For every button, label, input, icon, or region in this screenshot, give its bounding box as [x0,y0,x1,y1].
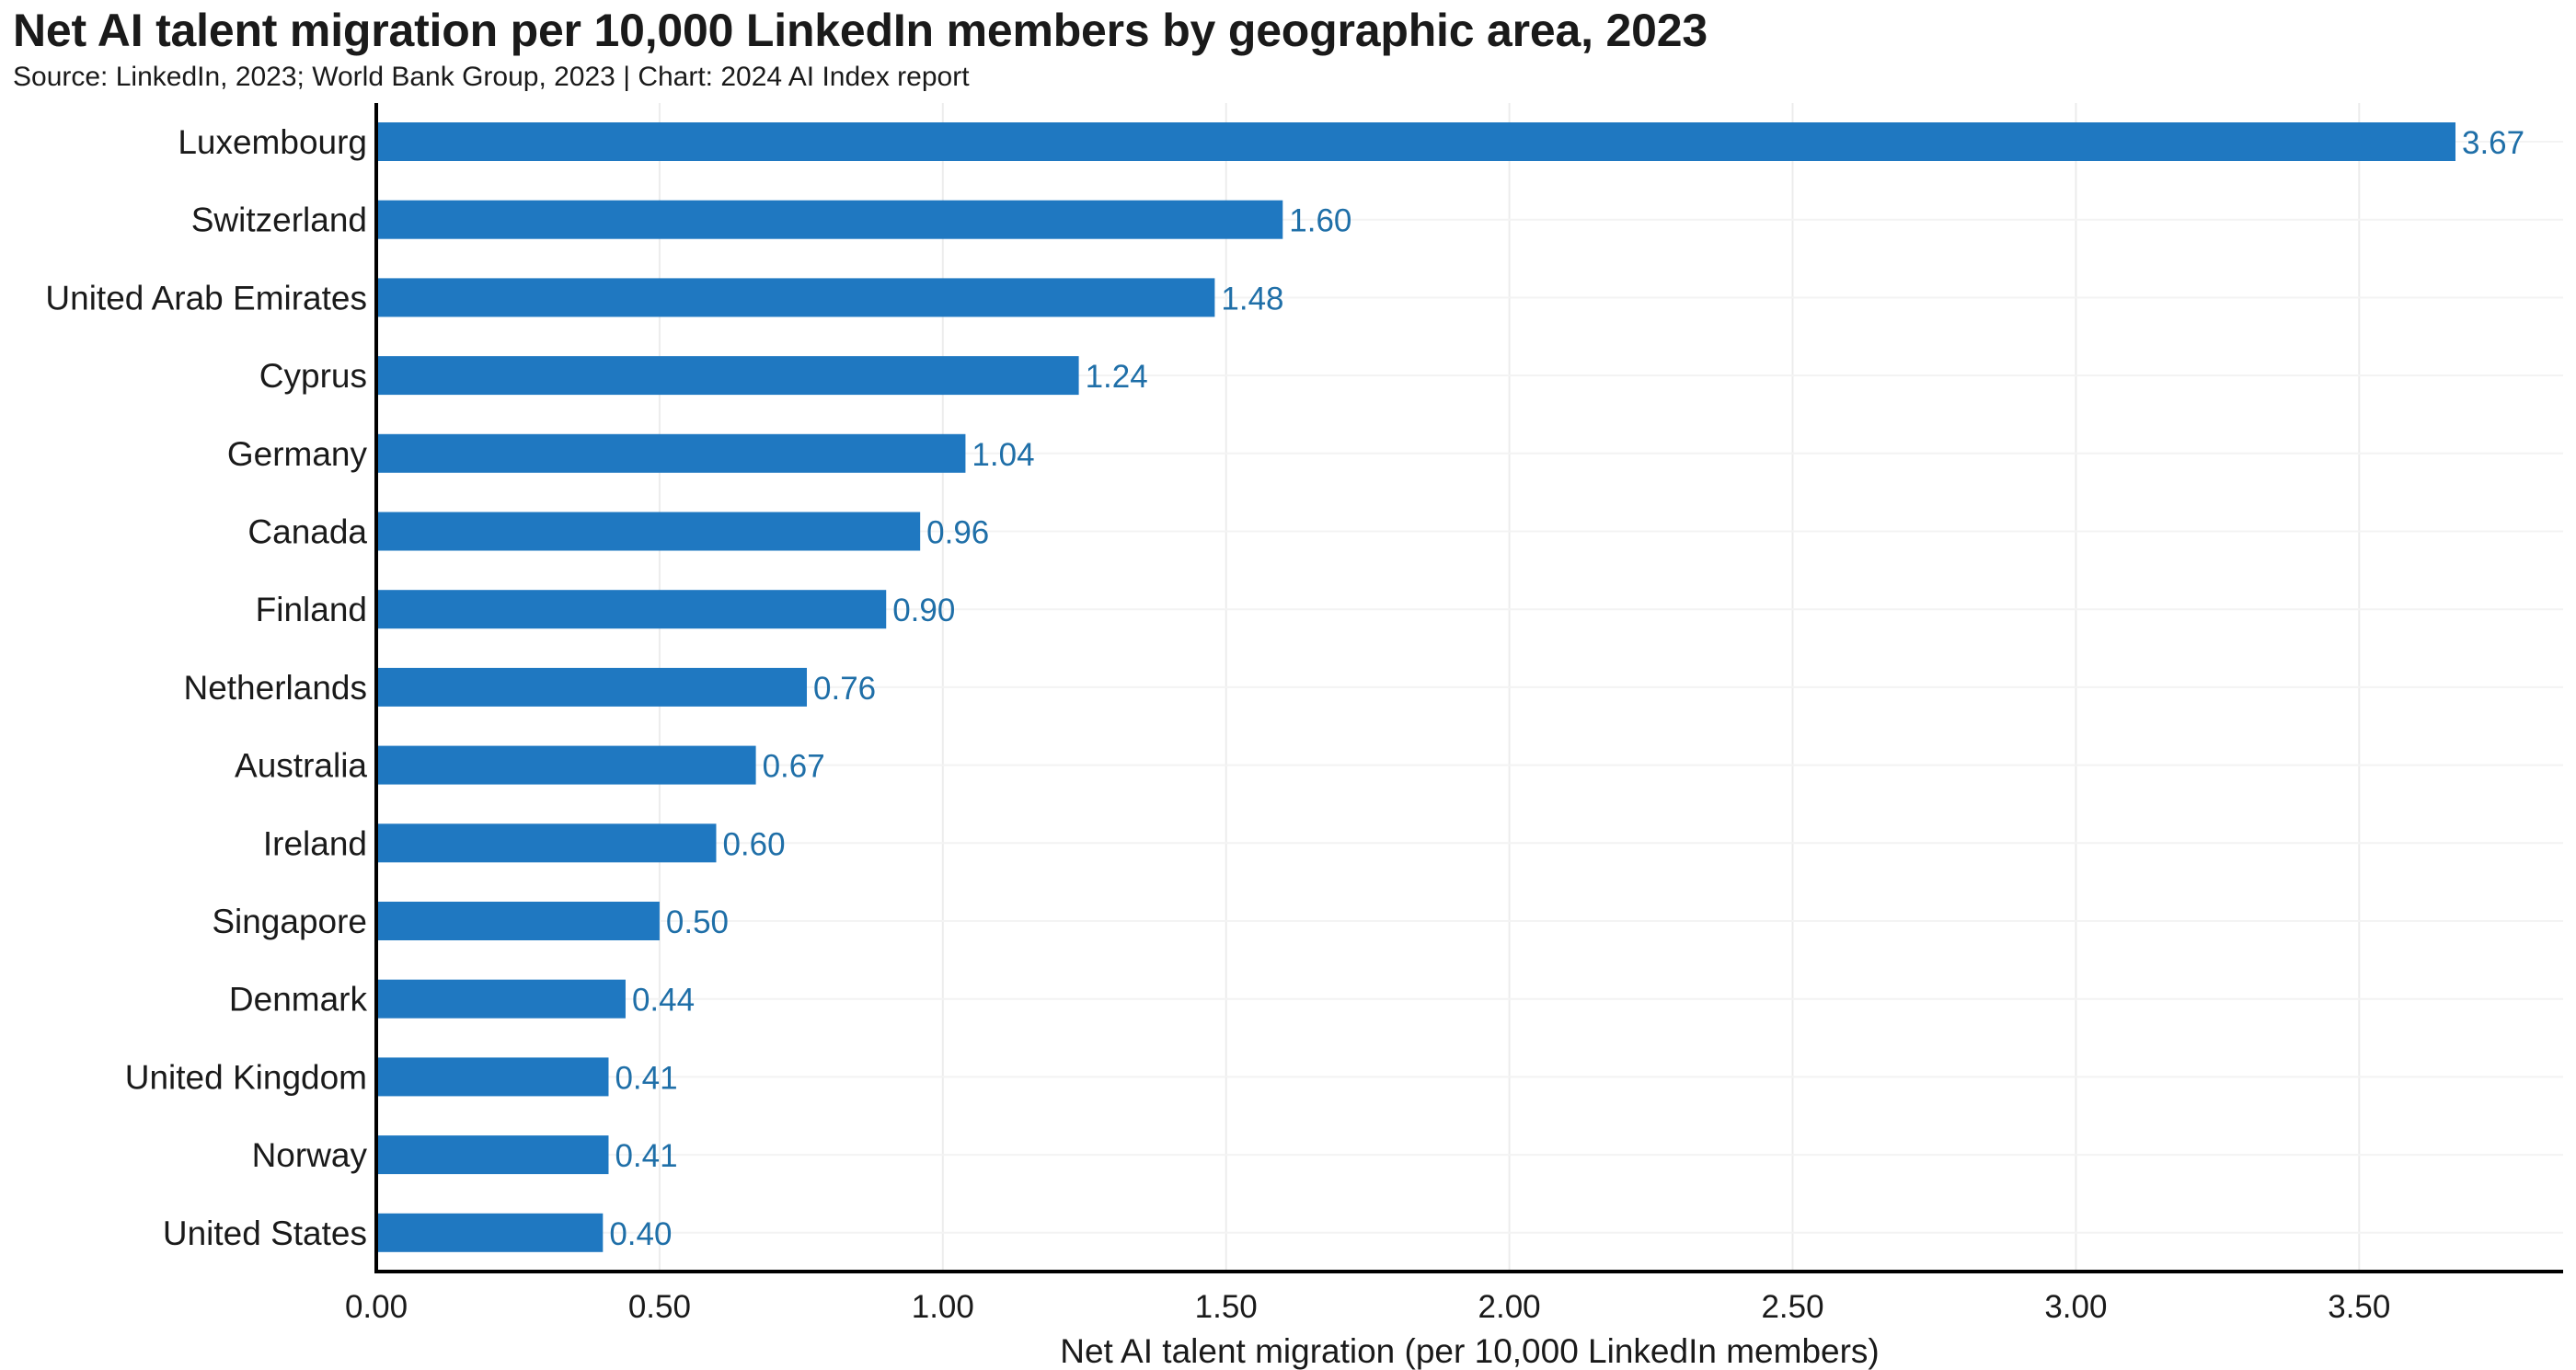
category-label: Denmark [229,981,368,1019]
axes [374,103,2563,1273]
bar [376,1213,604,1252]
bar [376,590,887,629]
x-tick-label: 1.00 [912,1289,974,1325]
value-label: 0.41 [615,1060,677,1096]
value-label: 0.41 [615,1138,677,1174]
value-label: 0.76 [813,671,876,707]
x-tick-labels: 0.00 0.50 1.00 1.50 2.00 2.50 3.00 3.50 [345,1289,2390,1325]
x-axis-title: Net AI talent migration (per 10,000 Link… [1060,1332,1880,1370]
bar [376,356,1079,396]
x-tick-label: 3.50 [2328,1289,2390,1325]
value-label: 1.48 [1221,281,1283,317]
bar [376,902,660,940]
value-label: 1.24 [1086,359,1148,395]
category-label: Switzerland [191,201,367,239]
value-label: 1.04 [972,437,1034,473]
value-label: 0.96 [926,515,989,551]
bar [376,745,756,785]
x-tick-label: 2.50 [1761,1289,1823,1325]
category-labels: Luxembourg Switzerland United Arab Emirate… [45,123,367,1252]
bar [376,433,966,473]
category-label: Luxembourg [178,123,367,161]
category-label: Finland [256,591,367,628]
value-label: 0.67 [763,749,825,785]
x-tick-label: 0.50 [628,1289,691,1325]
x-tick-label: 2.00 [1478,1289,1541,1325]
bar [376,122,2455,161]
category-label: Netherlands [183,669,367,707]
x-tick-label: 3.00 [2044,1289,2107,1325]
chart-title: Net AI talent migration per 10,000 Linke… [13,5,1708,56]
value-label: 0.40 [609,1216,672,1252]
bar [376,979,626,1019]
value-label: 1.60 [1289,203,1351,239]
category-label: Australia [235,747,367,785]
category-label: Norway [252,1136,368,1174]
value-labels: 3.67 1.60 1.48 1.24 1.04 0.96 0.90 0.76 0.67 0.60… [609,125,2524,1252]
value-label: 0.44 [632,983,695,1019]
category-label: United Kingdom [125,1058,367,1096]
category-label: Singapore [212,903,367,940]
bar [376,278,1215,317]
chart-header: Net AI talent migration per 10,000 Linke… [13,0,2561,94]
chart-subtitle: Source: LinkedIn, 2023; World Bank Group… [13,62,970,92]
category-label: Ireland [263,824,367,862]
bar [376,1135,609,1175]
bar [376,200,1283,239]
value-label: 3.67 [2462,125,2524,161]
bar [376,667,808,707]
bar [376,1057,609,1097]
value-label: 0.50 [666,904,729,940]
x-tick-label: 0.00 [345,1289,408,1325]
category-label: Germany [227,435,368,473]
bar [376,512,921,551]
x-tick-label: 1.50 [1195,1289,1258,1325]
value-label: 0.60 [722,826,785,862]
category-label: United Arab Emirates [45,279,367,317]
value-label: 0.90 [892,593,955,628]
bars [376,122,2455,1252]
category-label: Canada [247,513,367,551]
category-label: Cyprus [259,357,367,395]
category-label: United States [163,1215,367,1252]
bar [376,823,717,863]
